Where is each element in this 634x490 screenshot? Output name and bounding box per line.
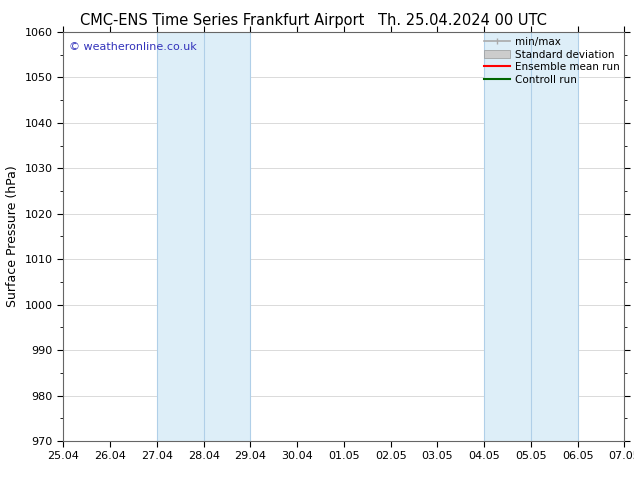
Text: CMC-ENS Time Series Frankfurt Airport: CMC-ENS Time Series Frankfurt Airport <box>80 13 364 28</box>
Legend: min/max, Standard deviation, Ensemble mean run, Controll run: min/max, Standard deviation, Ensemble me… <box>482 35 621 87</box>
Bar <box>157 32 250 441</box>
Text: Th. 25.04.2024 00 UTC: Th. 25.04.2024 00 UTC <box>378 13 547 28</box>
Y-axis label: Surface Pressure (hPa): Surface Pressure (hPa) <box>6 166 19 307</box>
Bar <box>484 32 578 441</box>
Text: © weatheronline.co.uk: © weatheronline.co.uk <box>69 42 197 52</box>
